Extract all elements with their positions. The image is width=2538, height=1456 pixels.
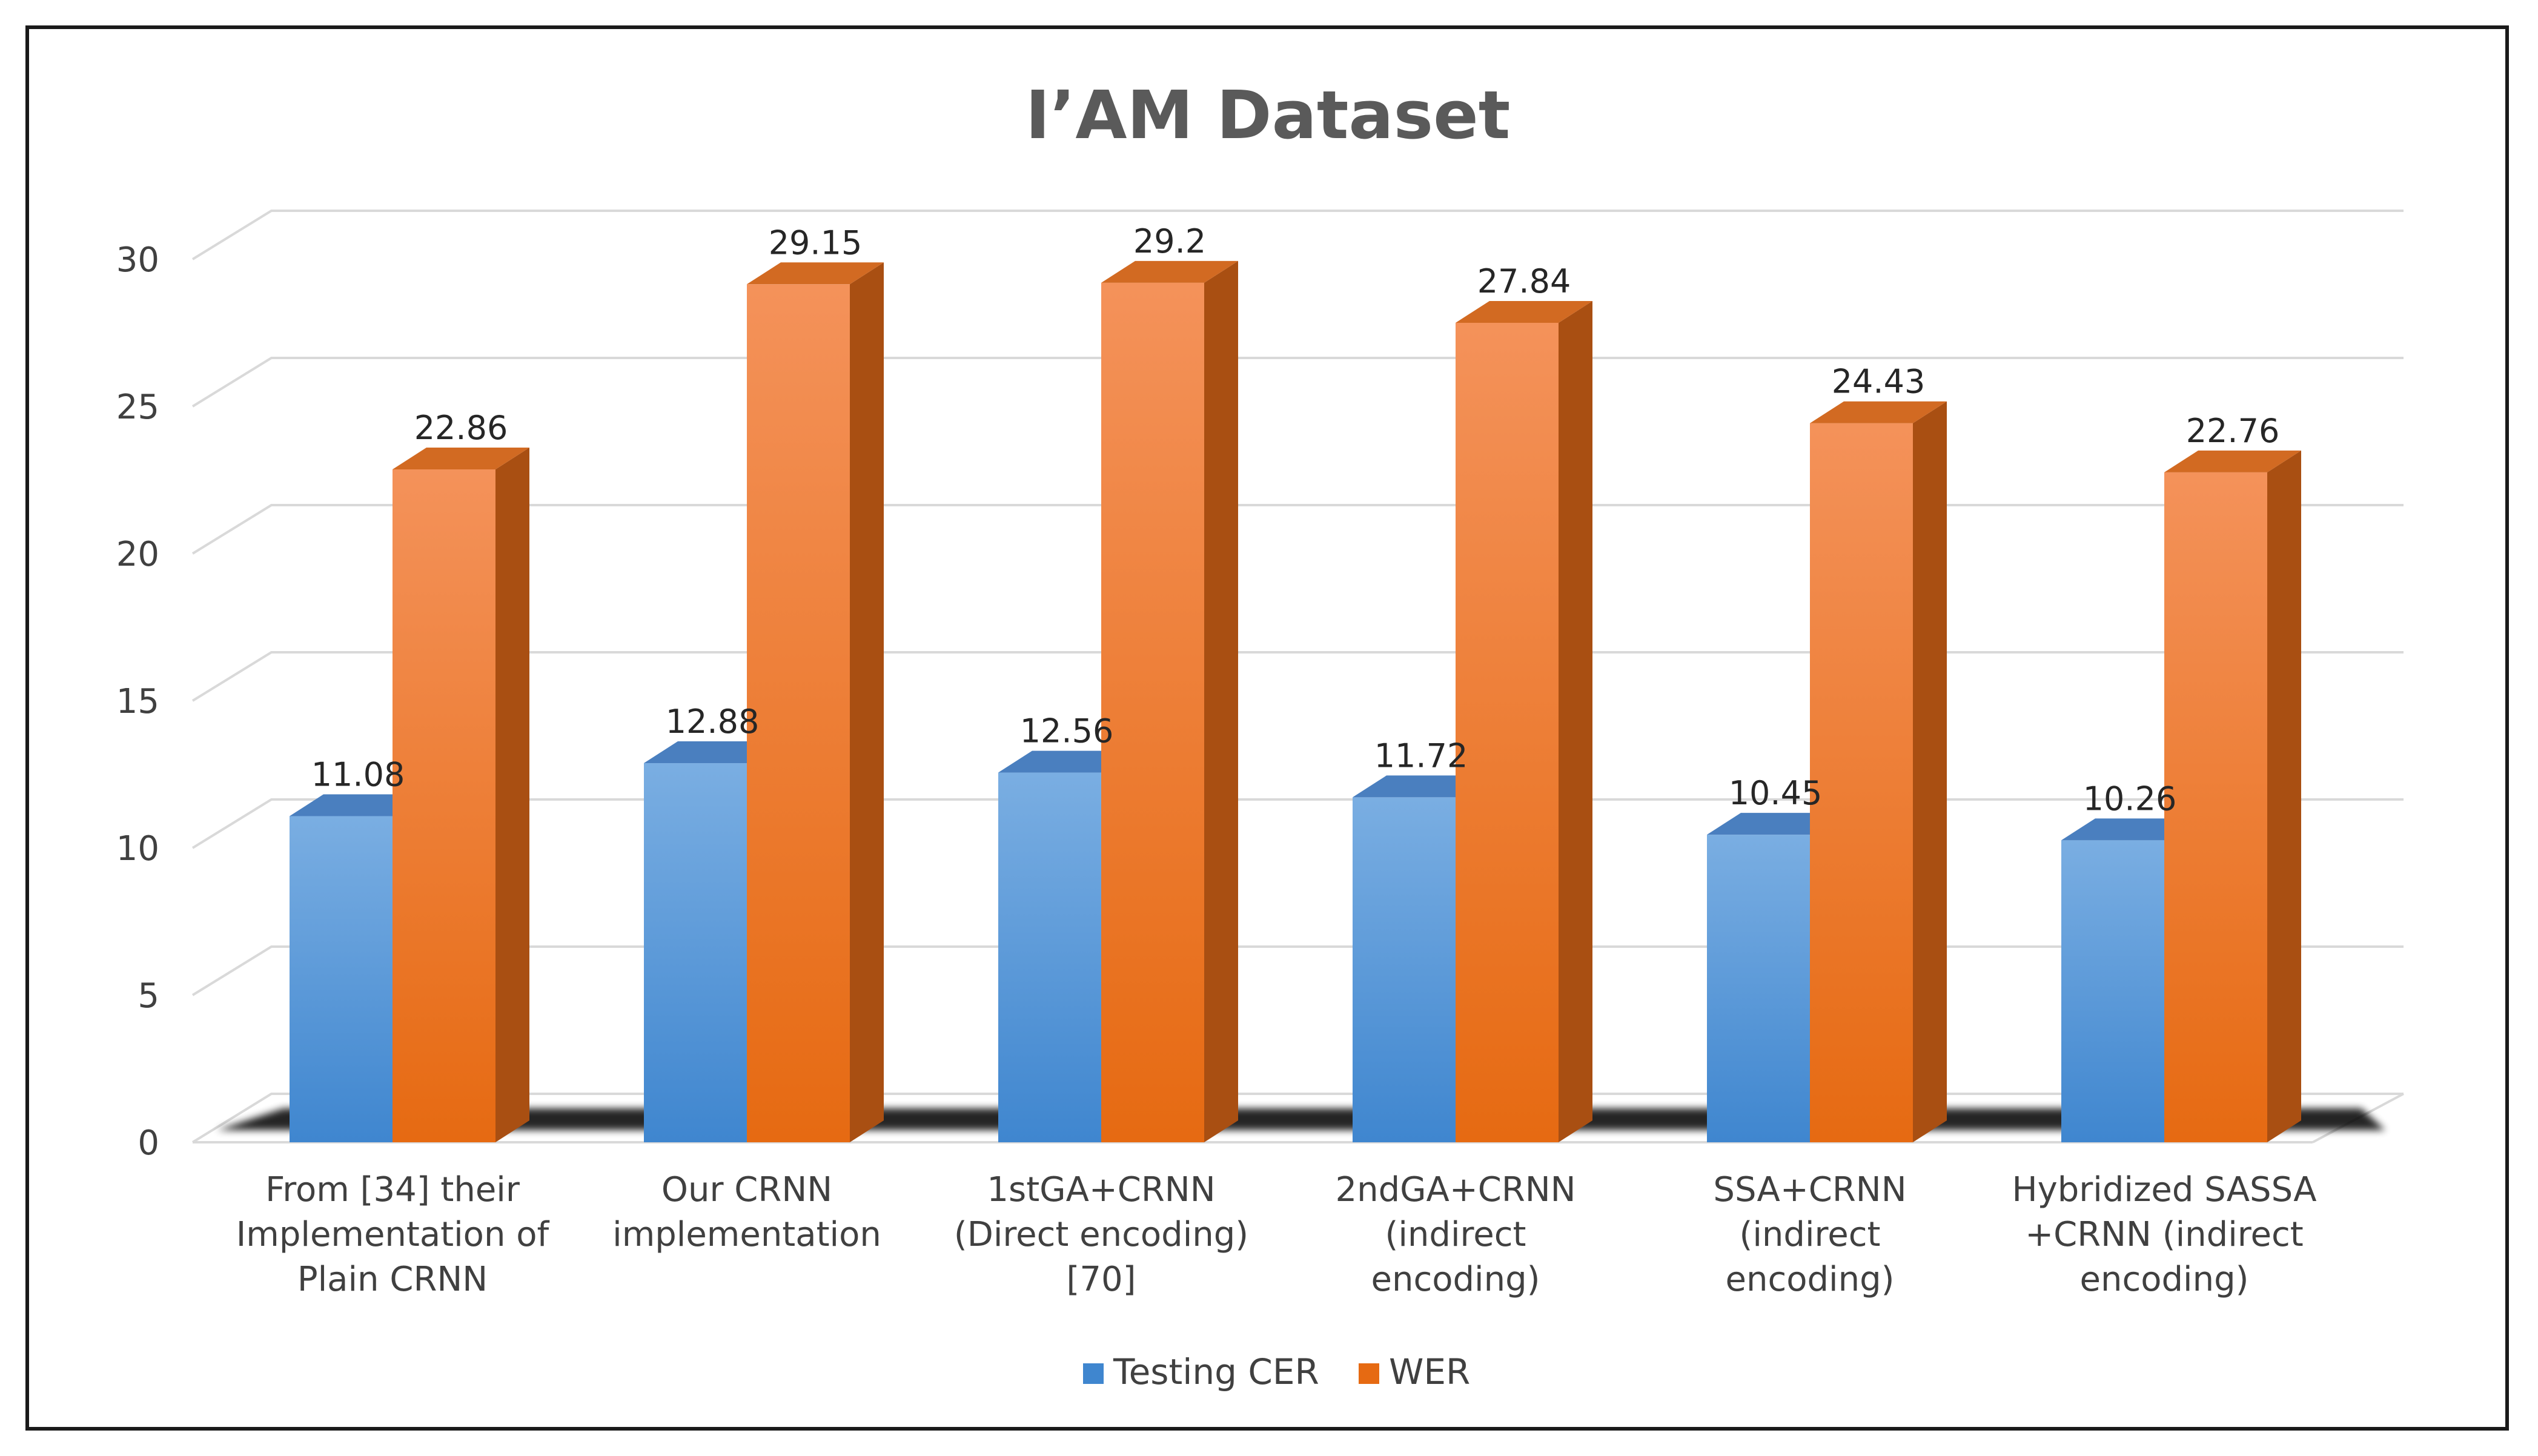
x-axis-category-labels: From [34] their Implementation of Plain CR… <box>236 1170 2317 1299</box>
bar-top-face <box>2061 818 2198 841</box>
y-tick-label: 5 <box>138 976 159 1016</box>
bar-side-face <box>495 448 529 1142</box>
bar-wer-2 <box>747 262 884 1142</box>
bar-top-face <box>1456 300 1592 323</box>
bar-front-face <box>1101 282 1204 1142</box>
bar-front-face <box>1353 797 1456 1142</box>
bar-front-face <box>644 763 747 1142</box>
gridline <box>191 210 2404 260</box>
data-label: 29.15 <box>769 223 863 262</box>
bars <box>290 260 2301 1142</box>
gridline <box>191 1093 2404 1143</box>
bar-front-face <box>1456 322 1559 1142</box>
chart-title: I’AM Dataset <box>1025 76 1511 154</box>
data-label: 27.84 <box>1477 262 1571 300</box>
y-tick-label: 10 <box>116 829 159 869</box>
bar-front-face <box>1810 423 1913 1142</box>
bar-top-face <box>1810 401 1947 423</box>
data-label: 12.88 <box>666 703 760 741</box>
legend-swatch-testing-cer <box>1083 1363 1104 1384</box>
category-label: From [34] their Implementation of Plain CR… <box>236 1170 550 1299</box>
bar-side-face <box>1559 300 1592 1142</box>
gridline <box>191 357 2404 408</box>
bar-front-face <box>2164 472 2267 1142</box>
bar-wer-4 <box>1456 300 1592 1142</box>
floor-shadow <box>217 1108 2385 1130</box>
category-label: SSA+CRNN (indirect encoding) <box>1713 1170 1906 1299</box>
legend-swatch-wer <box>1359 1363 1379 1384</box>
bar-top-face <box>1707 813 1844 835</box>
y-tick-label: 25 <box>116 388 159 427</box>
y-tick-label: 20 <box>116 535 159 574</box>
legend-label-wer: WER <box>1389 1351 1470 1392</box>
category-label: Our CRNN implementation <box>612 1170 881 1254</box>
y-axis-ticks: 0 5 10 15 20 25 30 <box>116 240 159 1163</box>
bar-top-face <box>644 741 781 764</box>
bar-top-face <box>2164 450 2301 472</box>
legend: Testing CER WER <box>1083 1351 1470 1392</box>
legend-label-testing-cer: Testing CER <box>1113 1351 1319 1392</box>
gridline <box>191 651 2404 702</box>
y-tick-label: 0 <box>138 1123 159 1163</box>
data-label: 22.86 <box>414 409 508 447</box>
bar-top-face <box>290 794 426 816</box>
category-label: 2ndGA+CRNN (indirect encoding) <box>1335 1170 1575 1299</box>
bar-front-face <box>393 469 495 1142</box>
category-label: Hybridized SASSA +CRNN (indirect encoding) <box>2012 1170 2316 1299</box>
bar-side-face <box>850 262 884 1142</box>
gridline <box>191 945 2404 996</box>
data-label: 22.76 <box>2186 412 2280 450</box>
data-label: 10.45 <box>1729 774 1823 812</box>
bar-side-face <box>2267 450 2301 1142</box>
gridline <box>191 798 2404 849</box>
data-label: 29.2 <box>1133 222 1206 260</box>
bar-wer-3 <box>1101 260 1238 1142</box>
bar-top-face <box>1101 260 1238 283</box>
y-tick-label: 15 <box>116 682 159 721</box>
chart-frame: I’AM Dataset 0 5 10 15 20 25 30 11.08 22.86 12.8… <box>25 25 2509 1431</box>
bar-front-face <box>747 284 850 1142</box>
data-label: 10.26 <box>2083 779 2177 818</box>
bar-side-face <box>1913 401 1947 1142</box>
bar-chart: I’AM Dataset 0 5 10 15 20 25 30 11.08 22.86 12.8… <box>116 76 2404 1392</box>
gridlines <box>191 210 2404 1143</box>
bar-front-face <box>2061 840 2164 1142</box>
gridline <box>191 504 2404 555</box>
bar-top-face <box>998 750 1135 773</box>
category-label: 1stGA+CRNN (Direct encoding) [70] <box>954 1170 1248 1299</box>
data-labels: 11.08 22.86 12.88 29.15 12.56 29.2 11.72 27.84 1… <box>311 222 2280 818</box>
bar-front-face <box>998 772 1101 1142</box>
data-label: 11.08 <box>311 756 405 794</box>
bar-front-face <box>1707 835 1810 1142</box>
bar-wer-5 <box>1810 401 1947 1142</box>
data-label: 12.56 <box>1020 712 1114 750</box>
y-tick-label: 30 <box>116 240 159 280</box>
bar-side-face <box>1204 260 1238 1142</box>
bar-wer-6 <box>2164 450 2301 1142</box>
bar-top-face <box>1353 775 1489 798</box>
bar-wer-1 <box>393 448 529 1142</box>
data-label: 24.43 <box>1832 363 1926 401</box>
bar-top-face <box>747 262 884 285</box>
bar-top-face <box>393 448 529 470</box>
data-label: 11.72 <box>1374 736 1468 775</box>
bar-front-face <box>290 816 393 1142</box>
